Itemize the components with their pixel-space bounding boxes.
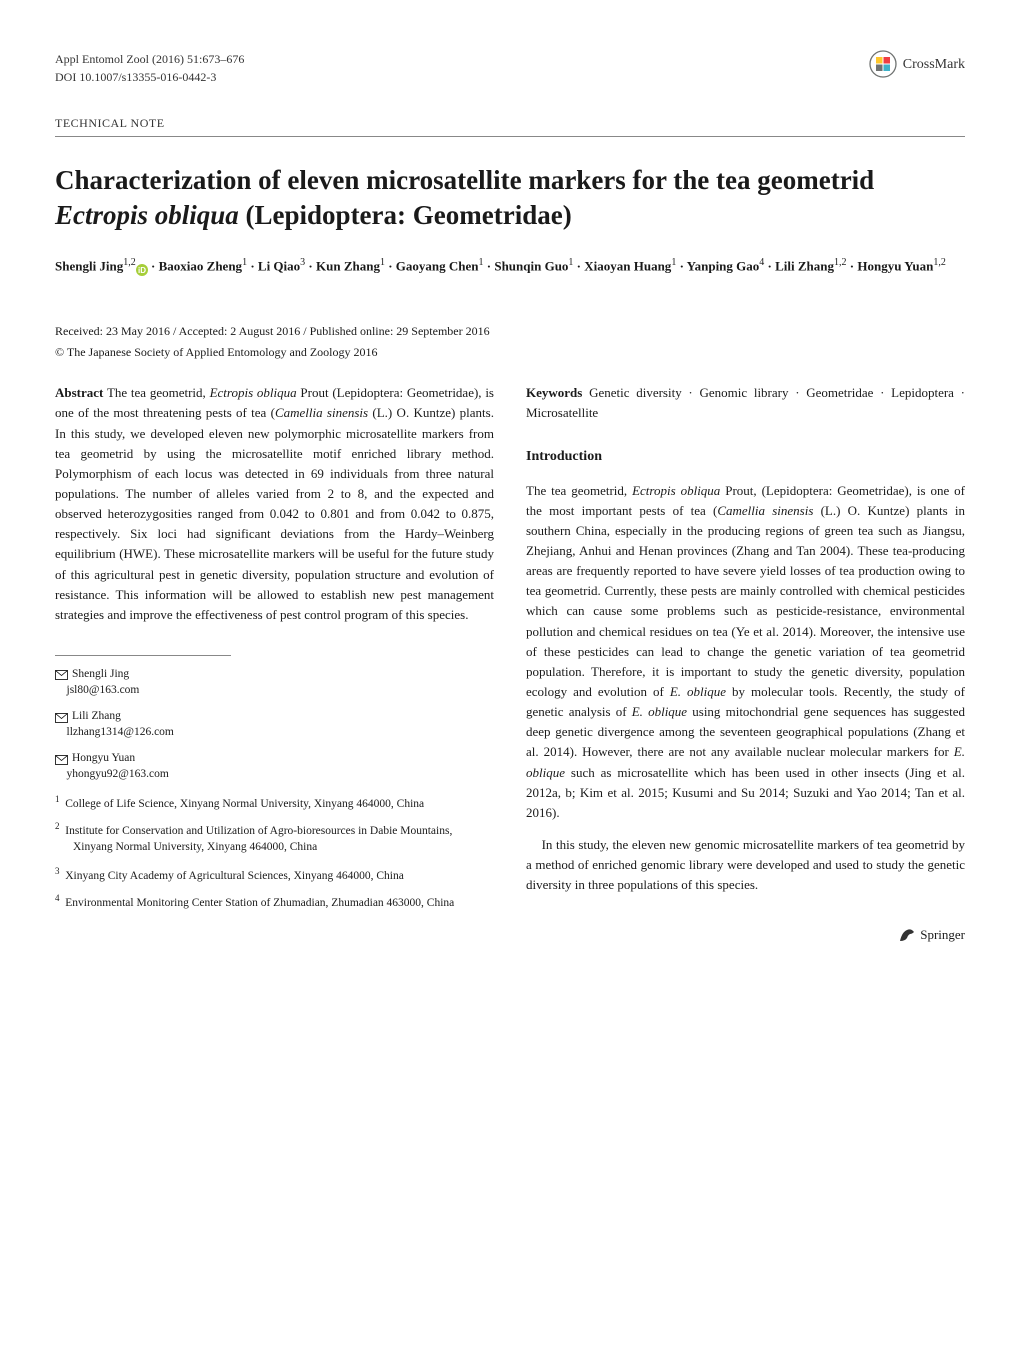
abstract-label: Abstract <box>55 385 103 400</box>
article-dates: Received: 23 May 2016 / Accepted: 2 Augu… <box>55 322 965 340</box>
keywords-body: Genetic diversity · Genomic library · Ge… <box>526 385 965 420</box>
affil-num: 2 <box>55 821 60 831</box>
intro-paragraph-2: In this study, the eleven new genomic mi… <box>526 835 965 895</box>
title-part-2: (Lepidoptera: Geometridae) <box>239 200 572 230</box>
corr-email: llzhang1314@126.com <box>67 726 174 738</box>
crossmark-label: CrossMark <box>903 54 965 75</box>
crossmark-badge[interactable]: CrossMark <box>869 50 965 78</box>
right-column: Keywords Genetic diversity · Genomic lib… <box>526 383 965 949</box>
orcid-icon[interactable]: iD <box>136 262 148 274</box>
journal-info: Appl Entomol Zool (2016) 51:673–676 DOI … <box>55 50 244 86</box>
corr-author-3: Hongyu Yuan yhongyu92@163.com <box>55 750 494 782</box>
page-header: Appl Entomol Zool (2016) 51:673–676 DOI … <box>55 50 965 86</box>
doi: DOI 10.1007/s13355-016-0442-3 <box>55 68 244 86</box>
copyright: © The Japanese Society of Applied Entomo… <box>55 343 965 361</box>
abstract: Abstract The tea geometrid, Ectropis obl… <box>55 383 494 625</box>
affiliation-2: 2 Institute for Conservation and Utiliza… <box>55 820 494 855</box>
journal-citation: Appl Entomol Zool (2016) 51:673–676 <box>55 50 244 68</box>
corr-name: Lili Zhang <box>72 710 121 722</box>
publisher-name: Springer <box>920 925 965 945</box>
intro-heading: Introduction <box>526 446 965 467</box>
title-part-1: Characterization of eleven microsatellit… <box>55 165 874 195</box>
affil-text: Environmental Monitoring Center Station … <box>65 897 454 909</box>
affil-text: College of Life Science, Xinyang Normal … <box>65 797 424 809</box>
abstract-body: The tea geometrid, Ectropis obliqua Prou… <box>55 385 494 622</box>
corr-email: yhongyu92@163.com <box>67 768 169 780</box>
affil-num: 4 <box>55 893 60 903</box>
crossmark-icon <box>869 50 897 78</box>
affiliation-3: 3 Xinyang City Academy of Agricultural S… <box>55 865 494 884</box>
affil-num: 3 <box>55 866 60 876</box>
keywords-label: Keywords <box>526 385 582 400</box>
corr-author-1: Shengli Jing jsl80@163.com <box>55 666 494 698</box>
corr-email: jsl80@163.com <box>67 684 140 696</box>
svg-text:iD: iD <box>138 266 146 275</box>
title-species: Ectropis obliqua <box>55 200 239 230</box>
envelope-icon <box>55 712 68 722</box>
article-category: TECHNICAL NOTE <box>55 114 965 132</box>
article-title: Characterization of eleven microsatellit… <box>55 163 965 233</box>
affil-text: Xinyang City Academy of Agricultural Sci… <box>65 869 404 881</box>
intro-paragraph-1: The tea geometrid, Ectropis obliqua Prou… <box>526 481 965 823</box>
publisher-logo: Springer <box>898 925 965 945</box>
body-columns: Abstract The tea geometrid, Ectropis obl… <box>55 383 965 949</box>
corr-name: Hongyu Yuan <box>72 752 135 764</box>
corr-author-2: Lili Zhang llzhang1314@126.com <box>55 708 494 740</box>
envelope-icon <box>55 669 68 679</box>
affiliation-1: 1 College of Life Science, Xinyang Norma… <box>55 793 494 812</box>
author-list: Shengli Jing1,2iD · Baoxiao Zheng1 · Li … <box>55 255 965 277</box>
affil-num: 1 <box>55 794 60 804</box>
corr-name: Shengli Jing <box>72 668 129 680</box>
category-rule <box>55 136 965 137</box>
correspondence-rule <box>55 655 231 656</box>
page-footer: Springer <box>526 925 965 949</box>
left-column: Abstract The tea geometrid, Ectropis obl… <box>55 383 494 949</box>
affil-text: Institute for Conservation and Utilizati… <box>65 825 452 853</box>
envelope-icon <box>55 754 68 764</box>
affiliation-4: 4 Environmental Monitoring Center Statio… <box>55 892 494 911</box>
keywords: Keywords Genetic diversity · Genomic lib… <box>526 383 965 423</box>
springer-horse-icon <box>898 926 916 944</box>
